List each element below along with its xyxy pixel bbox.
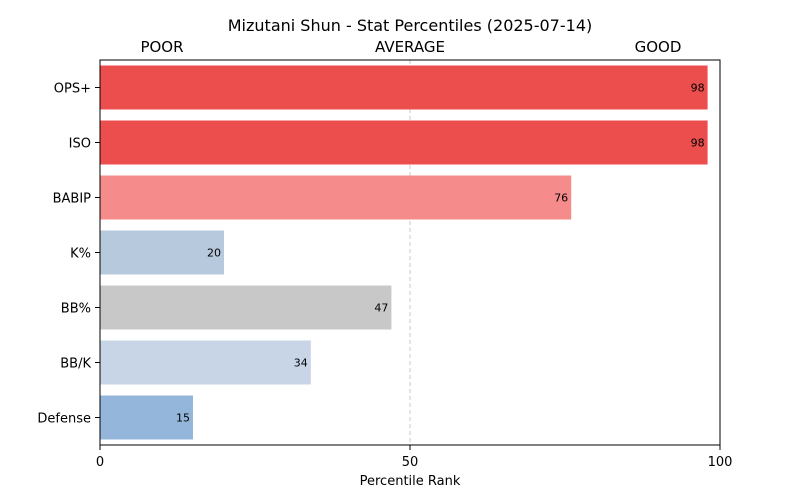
value-label: 47 <box>374 302 388 315</box>
bar-babip <box>100 175 572 220</box>
x-tick-label: 50 <box>402 455 419 470</box>
value-label: 20 <box>207 247 221 260</box>
category-label: ISO <box>69 137 91 152</box>
bar-iso <box>100 120 708 165</box>
x-tick-label: 100 <box>708 455 733 470</box>
band-label-poor: POOR <box>140 38 183 56</box>
category-label: Defense <box>37 412 91 427</box>
bar-bb- <box>100 285 392 330</box>
value-label: 15 <box>176 412 190 425</box>
chart-title: Mizutani Shun - Stat Percentiles (2025-0… <box>228 16 592 35</box>
category-label: K% <box>70 247 91 262</box>
category-label: BB/K <box>60 357 91 372</box>
band-label-good: GOOD <box>635 38 682 56</box>
category-label: BABIP <box>53 192 92 207</box>
bar-k- <box>100 230 224 275</box>
bar-bb-k <box>100 340 311 385</box>
value-label: 98 <box>691 137 705 150</box>
category-label: OPS+ <box>54 82 91 97</box>
value-label: 76 <box>554 192 568 205</box>
band-label-average: AVERAGE <box>375 38 445 56</box>
x-tick-label: 0 <box>96 455 104 470</box>
bar-ops- <box>100 65 708 110</box>
category-label: BB% <box>61 302 91 317</box>
x-axis-label: Percentile Rank <box>360 474 461 489</box>
bar-defense <box>100 395 193 440</box>
value-label: 34 <box>294 357 308 370</box>
value-label: 98 <box>691 82 705 95</box>
